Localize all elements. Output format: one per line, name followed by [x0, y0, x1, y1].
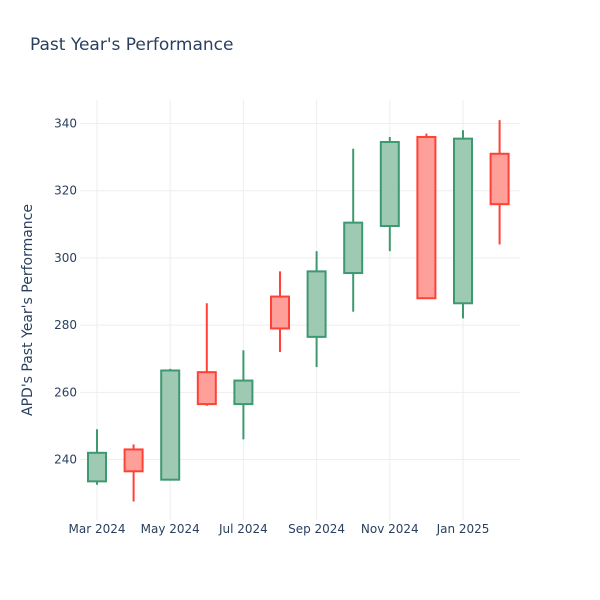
candle-body-increasing: [453, 137, 473, 305]
candle-body-increasing: [233, 379, 254, 406]
x-axis-ticks: Mar 2024 May 2024 Jul 2024 Sep 2024 Nov 2024…: [69, 522, 490, 536]
candle-body-decreasing: [489, 152, 510, 206]
candle: [270, 271, 290, 352]
y-axis-title: APD's Past Year's Performance: [20, 204, 36, 416]
y-tick-label: 340: [54, 117, 77, 131]
candle-body-increasing: [160, 369, 181, 481]
x-tick-label: Mar 2024: [69, 522, 126, 536]
y-tick-label: 240: [54, 453, 77, 467]
candle-body-decreasing: [196, 371, 217, 406]
candle: [379, 136, 400, 252]
y-tick-label: 260: [54, 385, 77, 399]
y-axis-ticks: 240 260 280 300 320 340: [54, 117, 77, 467]
y-tick-label: 280: [54, 318, 77, 332]
x-tick-label: Sep 2024: [288, 522, 345, 536]
chart-title: Past Year's Performance: [30, 35, 234, 55]
candle: [489, 120, 510, 245]
x-tick-label: Jul 2024: [218, 522, 268, 536]
y-tick-label: 300: [54, 251, 77, 265]
candles: [87, 120, 510, 502]
candle-body-decreasing: [416, 135, 437, 300]
candle: [343, 148, 364, 312]
candle-body-increasing: [87, 451, 107, 483]
candle: [123, 444, 144, 502]
x-tick-label: May 2024: [141, 522, 200, 536]
x-tick-label: Nov 2024: [361, 522, 419, 536]
candle-body-increasing: [306, 270, 327, 338]
candle-body-decreasing: [123, 448, 144, 473]
candle: [87, 429, 107, 485]
candle-body-decreasing: [270, 295, 290, 330]
candle: [196, 303, 217, 406]
candle-body-increasing: [379, 141, 400, 227]
candle: [453, 130, 473, 319]
candle: [233, 350, 254, 440]
candle: [416, 133, 437, 300]
candle-body-increasing: [343, 221, 364, 275]
x-tick-label: Jan 2025: [436, 522, 490, 536]
candle: [306, 251, 327, 368]
candle: [160, 368, 181, 481]
y-tick-label: 320: [54, 184, 77, 198]
